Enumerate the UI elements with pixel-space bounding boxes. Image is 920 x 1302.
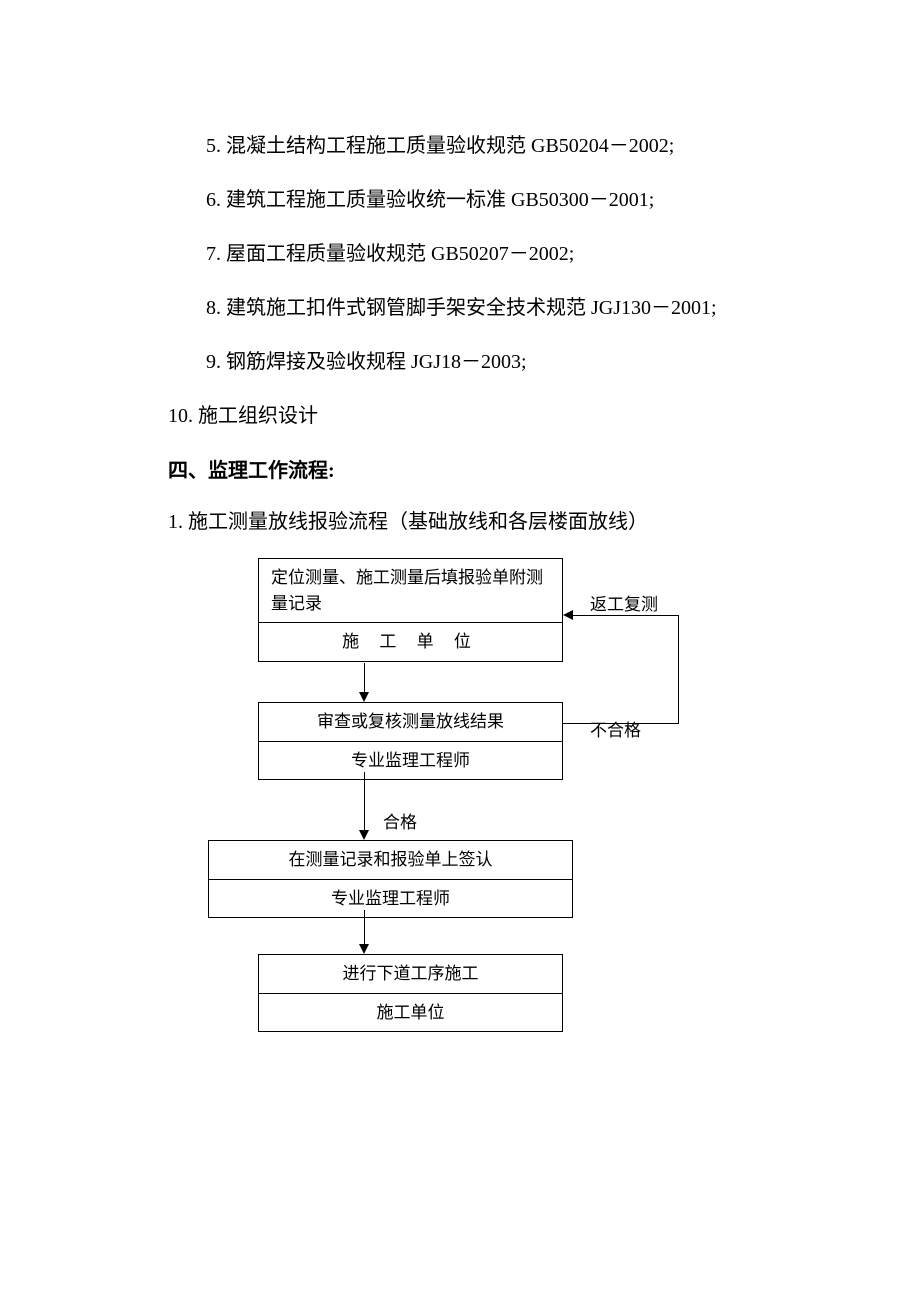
flow-node-1: 定位测量、施工测量后填报验单附测量记录 施 工 单 位 (258, 558, 563, 662)
flow-node-3: 在测量记录和报验单上签认 专业监理工程师 (208, 840, 573, 918)
flow-node-4-top: 进行下道工序施工 (259, 955, 562, 994)
arrow-3-line (364, 910, 365, 944)
list-item-8: 8. 建筑施工扣件式钢管脚手架安全技术规范 JGJ130－2001; (168, 292, 752, 324)
label-pass: 合格 (383, 808, 417, 833)
sub-heading: 1. 施工测量放线报验流程（基础放线和各层楼面放线） (168, 505, 752, 534)
flow-node-2-bottom: 专业监理工程师 (259, 742, 562, 780)
feedback-line-right (678, 615, 679, 724)
flowchart: 定位测量、施工测量后填报验单附测量记录 施 工 单 位 审查或复核测量放线结果 … (178, 558, 758, 1078)
flow-node-1-bottom: 施 工 单 位 (259, 623, 562, 661)
list-item-9: 9. 钢筋焊接及验收规程 JGJ18－2003; (168, 346, 752, 378)
arrow-3-head (359, 944, 369, 954)
flow-node-3-top: 在测量记录和报验单上签认 (209, 841, 572, 880)
feedback-line-top (573, 615, 679, 616)
arrow-2-head (359, 830, 369, 840)
flow-node-3-bottom: 专业监理工程师 (209, 880, 572, 918)
label-rework: 返工复测 (590, 590, 658, 615)
label-fail: 不合格 (590, 716, 641, 741)
flow-node-1-top: 定位测量、施工测量后填报验单附测量记录 (259, 559, 562, 623)
arrow-1-head (359, 692, 369, 702)
arrow-1-line (364, 663, 365, 693)
flow-node-2: 审查或复核测量放线结果 专业监理工程师 (258, 702, 563, 780)
flow-node-4-bottom: 施工单位 (259, 994, 562, 1032)
list-item-5: 5. 混凝土结构工程施工质量验收规范 GB50204－2002; (168, 130, 752, 162)
section-heading: 四、监理工作流程: (168, 454, 752, 483)
feedback-arrow-head (563, 610, 573, 620)
list-item-10: 10. 施工组织设计 (168, 400, 752, 432)
arrow-2-line (364, 772, 365, 830)
flow-node-2-top: 审查或复核测量放线结果 (259, 703, 562, 742)
list-item-7: 7. 屋面工程质量验收规范 GB50207－2002; (168, 238, 752, 270)
list-item-6: 6. 建筑工程施工质量验收统一标准 GB50300－2001; (168, 184, 752, 216)
flow-node-4: 进行下道工序施工 施工单位 (258, 954, 563, 1032)
